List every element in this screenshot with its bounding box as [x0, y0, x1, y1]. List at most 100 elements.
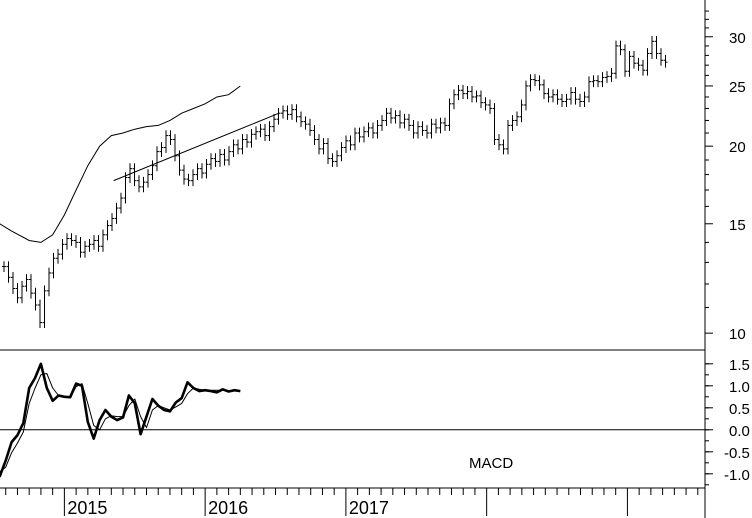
price-bar: [236, 139, 240, 155]
price-bar: [564, 93, 569, 107]
price-bar: [83, 240, 87, 258]
price-bar: [24, 274, 29, 292]
price-bar: [375, 120, 380, 139]
price-bar: [546, 88, 551, 103]
price-bar: [542, 79, 546, 100]
price-bar: [623, 44, 627, 77]
price-bar: [434, 118, 438, 134]
price-bar: [380, 115, 384, 131]
price-bar: [555, 89, 560, 105]
price-bar: [596, 75, 600, 88]
price-bar: [371, 122, 375, 139]
price-bar: [393, 110, 398, 124]
price-bar: [303, 116, 308, 130]
price-bar: [222, 149, 227, 166]
price-bar: [209, 153, 213, 170]
price-bar: [227, 146, 231, 166]
x-tick-label: 2016: [208, 498, 248, 518]
price-bar: [339, 142, 344, 162]
price-bar: [155, 146, 159, 172]
price-bar: [357, 127, 362, 143]
price-bar: [528, 74, 533, 92]
price-bar: [56, 248, 60, 264]
price-bar: [461, 84, 465, 100]
price-bar: [659, 48, 663, 66]
price-bar: [123, 172, 128, 204]
price-bar: [105, 220, 110, 241]
price-bar: [213, 153, 218, 167]
price-bar: [92, 235, 96, 250]
price-bar: [272, 113, 276, 133]
price-bar: [249, 128, 254, 148]
price-bar: [186, 173, 191, 187]
price-bar: [330, 153, 335, 167]
price-y-tick-label: 15: [729, 217, 746, 234]
price-bar: [254, 126, 258, 140]
price-bar: [533, 74, 537, 87]
price-bar: [294, 104, 299, 123]
price-bar: [87, 238, 92, 252]
macd-panel: [0, 362, 705, 478]
price-bar: [524, 80, 528, 111]
price-bar: [321, 138, 326, 155]
price-bar: [267, 121, 272, 142]
price-bar: [452, 89, 456, 110]
price-bar: [425, 125, 429, 139]
macd-title: MACD: [469, 455, 513, 472]
price-bar: [537, 75, 542, 91]
price-bar: [479, 90, 483, 109]
price-bar: [65, 233, 69, 250]
price-bar: [366, 122, 371, 138]
price-bar: [245, 134, 249, 148]
price-y-tick-label: 20: [729, 139, 746, 156]
price-bar: [645, 48, 650, 76]
price-bar: [488, 99, 492, 114]
price-bar: [38, 299, 42, 329]
price-bar: [353, 127, 357, 151]
price-bar: [407, 113, 411, 131]
price-bar: [74, 235, 78, 248]
price-bar: [51, 252, 56, 279]
price-bar: [204, 158, 209, 179]
price-bar: [137, 175, 141, 193]
price-bar: [402, 113, 407, 129]
price-bar: [218, 149, 222, 167]
price-bar: [2, 261, 6, 273]
price-bar: [456, 84, 461, 101]
price-bar: [47, 267, 51, 297]
price-bar: [33, 287, 38, 311]
price-bar: [96, 235, 101, 252]
price-bar: [182, 164, 186, 185]
price-bar: [636, 57, 641, 71]
price-bar: [470, 86, 474, 103]
price-bar: [605, 71, 609, 83]
price-bar: [582, 91, 587, 107]
price-bar: [362, 126, 366, 143]
price-bar: [650, 35, 654, 59]
price-bar: [60, 238, 65, 260]
macd-y-tick-label: 1.5: [729, 357, 750, 374]
price-bar: [6, 261, 11, 283]
price-bar: [573, 87, 578, 105]
price-bar: [173, 134, 177, 162]
price-bar: [551, 89, 555, 103]
moving-average-line: [0, 85, 241, 243]
price-bar: [344, 135, 348, 153]
price-bar: [29, 274, 33, 299]
price-bar: [263, 123, 267, 142]
price-bar: [438, 117, 443, 134]
price-bar: [632, 51, 636, 69]
price-bar: [258, 123, 263, 138]
price-bar: [200, 163, 204, 179]
price-bar: [101, 229, 105, 252]
price-bar: [501, 139, 506, 155]
price-bar: [335, 150, 339, 167]
price-bar: [15, 283, 20, 304]
price-bar: [20, 280, 24, 304]
price-bar: [11, 271, 15, 294]
price-bar: [69, 233, 74, 246]
price-bar: [506, 120, 510, 155]
price-bar: [519, 99, 524, 123]
price-bar: [240, 134, 245, 155]
